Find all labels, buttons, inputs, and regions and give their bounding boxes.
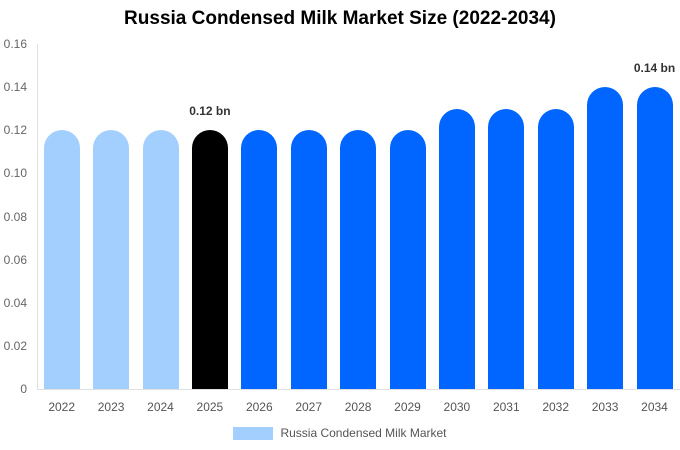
y-tick-label: 0.10: [3, 166, 27, 181]
bar-2030: [438, 108, 475, 389]
bar-2023: [93, 130, 130, 389]
bar-2024: [142, 130, 179, 389]
legend-swatch: [233, 426, 274, 440]
y-axis-line: [37, 44, 38, 389]
y-tick-label: 0.06: [3, 252, 27, 267]
y-tick-label: 0.04: [3, 295, 27, 310]
x-tick-label: 2024: [147, 400, 174, 414]
legend-label: Russia Condensed Milk Market: [280, 426, 447, 440]
x-tick-label: 2034: [641, 400, 668, 414]
y-tick-label: 0.02: [3, 338, 27, 353]
bar-2025: [191, 130, 228, 389]
y-tick-label: 0: [20, 382, 27, 396]
data-label: 0.14 bn: [633, 61, 676, 76]
y-tick-label: 0.14: [3, 80, 27, 95]
x-tick-label: 2028: [344, 400, 372, 414]
x-axis-line: [37, 389, 680, 390]
legend: Russia Condensed Milk Market: [0, 426, 680, 440]
data-label: 0.12 bn: [189, 104, 231, 119]
x-tick-label: 2026: [245, 400, 273, 414]
x-tick-label: 2029: [394, 400, 421, 414]
x-tick-label: 2022: [48, 400, 76, 414]
x-tick-label: 2027: [295, 400, 323, 414]
bar-2029: [389, 130, 426, 389]
y-tick-label: 0.12: [3, 123, 27, 138]
bar-2031: [488, 108, 525, 389]
x-tick-label: 2030: [443, 400, 471, 414]
x-tick-label: 2033: [591, 400, 619, 414]
x-tick-label: 2032: [542, 400, 570, 414]
bar-2033: [587, 87, 624, 389]
bar-2027: [290, 130, 327, 389]
x-tick-label: 2031: [492, 400, 520, 414]
bar-2032: [537, 108, 574, 389]
bar-2034: [636, 87, 673, 389]
bar-2028: [340, 130, 377, 389]
chart-title: Russia Condensed Milk Market Size (2022-…: [124, 8, 556, 29]
bar-2026: [241, 130, 278, 389]
bar-2022: [43, 130, 80, 389]
x-tick-label: 2023: [97, 400, 125, 414]
y-tick-label: 0.16: [3, 37, 27, 51]
x-tick-label: 2025: [196, 400, 224, 414]
y-tick-label: 0.08: [3, 209, 27, 224]
